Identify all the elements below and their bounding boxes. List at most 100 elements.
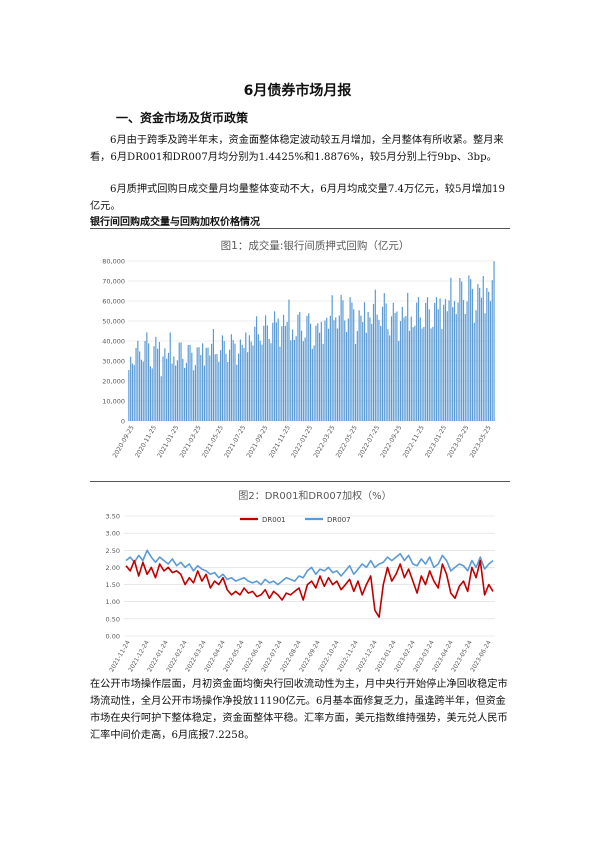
chart2-y-tick: 0.00: [106, 633, 120, 641]
chart1-y-tick: 50,000: [102, 318, 125, 326]
section-heading: 一、资金市场及货币政策: [116, 111, 249, 125]
chart1-bar: [221, 335, 223, 421]
chart1-bar: [245, 332, 247, 421]
chart1-bar: [338, 315, 340, 421]
chart1-bar: [329, 315, 331, 421]
chart1-bar: [452, 307, 454, 421]
chart1-bar: [416, 302, 418, 421]
chart1-bar: [399, 321, 402, 421]
chart1-bar: [140, 359, 143, 421]
chart1-bar: [255, 316, 258, 421]
chart1-bar: [351, 302, 353, 421]
chart1-bar: [308, 313, 310, 421]
chart1-bar: [459, 278, 461, 421]
chart1-bar: [426, 297, 429, 421]
chart1-bar: [414, 325, 416, 421]
chart1-bar: [148, 343, 150, 421]
chart1-bar: [423, 326, 425, 421]
chart1-bar: [437, 309, 439, 421]
chart1-bar: [482, 276, 484, 421]
caption-rule: [90, 228, 510, 229]
chart1-bar: [444, 299, 447, 421]
chart1-bar: [360, 315, 362, 421]
chart1-bar: [137, 340, 139, 421]
chart1-x-tick: 2021-05-25: [201, 424, 225, 459]
chart1-bar: [317, 323, 319, 421]
chart1-bar: [279, 346, 281, 421]
chart1-bar: [230, 334, 232, 421]
chart1-bar: [394, 312, 396, 421]
chart1-bar: [281, 326, 283, 421]
chart1-bar: [158, 341, 161, 421]
chart1-bar: [178, 342, 180, 421]
chart1-bar: [480, 297, 483, 421]
chart1-bar: [408, 330, 411, 421]
chart1-bar: [468, 275, 470, 421]
chart1-bar: [417, 297, 420, 421]
chart1-bar: [380, 325, 382, 421]
chart1-bar: [356, 331, 358, 421]
chart1-bar: [220, 350, 222, 421]
chart1-bar: [435, 297, 438, 421]
volume-chart-svg: 图1：成交量:银行间质押式回购（亿元） 0 10,000 20,000 30,000 40…: [102, 239, 495, 459]
chart1-bar: [252, 345, 254, 421]
chart1-bar: [284, 325, 286, 421]
chart1-bar: [250, 341, 252, 421]
chart1-bar: [439, 298, 441, 421]
chart1-x-tick: 2023-01-25: [424, 424, 448, 459]
chart1-bar: [392, 302, 394, 421]
chart1-bar: [277, 318, 279, 421]
chart1-x-tick: 2022-03-25: [312, 424, 336, 459]
chart1-bar: [371, 323, 373, 421]
chart2-y-tick: 0.50: [106, 615, 120, 623]
chart1-bar: [171, 363, 173, 421]
chart1-bar: [185, 362, 188, 421]
chart1-bar: [288, 299, 290, 421]
chart1-bar: [131, 363, 134, 421]
chart1-x-tick: 2023-03-25: [446, 424, 470, 459]
chart1-x-tick: 2022-09-25: [379, 424, 403, 459]
chart1-y-tick: 40,000: [102, 338, 125, 346]
chart1-bar: [241, 344, 243, 421]
chart1-bar: [196, 347, 198, 421]
chart1-bar: [315, 325, 317, 421]
chart1-bar: [410, 316, 412, 421]
chart1-bar: [270, 343, 272, 421]
chart2-y-tick: 3.00: [106, 530, 120, 538]
chart1-bar: [291, 329, 294, 421]
chart1-bar: [450, 277, 452, 421]
chart1-bar: [228, 349, 231, 421]
chart1-bar: [236, 364, 238, 421]
chart1-bar: [419, 317, 421, 421]
chart1-bar: [198, 347, 200, 421]
chart1-bar: [259, 340, 261, 421]
chart1-bar: [268, 338, 270, 421]
chart1-bar: [243, 348, 245, 421]
legend-label-dr001: DR001: [262, 516, 286, 524]
chart1-bar: [473, 322, 475, 421]
chart1-bar: [157, 348, 159, 421]
chart-divider: [90, 481, 510, 482]
chart1-bar: [223, 340, 225, 421]
chart1-bar: [462, 299, 465, 421]
chart1-bar: [248, 335, 250, 421]
chart1-bar: [425, 302, 427, 421]
chart1-bar: [318, 332, 321, 421]
chart1-bar: [455, 314, 457, 421]
chart1-bar: [313, 345, 315, 421]
chart1-bar: [489, 301, 492, 421]
chart1-bar: [461, 281, 463, 421]
chart1-bar: [193, 370, 195, 421]
chart1-bar: [160, 376, 162, 421]
chart1-bar: [202, 343, 204, 421]
report-title: 6月债券市场月报: [243, 83, 352, 99]
chart1-bar: [320, 321, 322, 421]
chart1-bar: [209, 355, 211, 421]
chart1-bar: [453, 301, 456, 421]
chart1-bar: [376, 314, 378, 421]
chart1-bar: [175, 365, 177, 421]
chart1-bar: [475, 310, 477, 421]
chart1-bar: [398, 340, 400, 421]
chart1-bar: [304, 337, 306, 421]
chart1-bar: [396, 311, 398, 421]
